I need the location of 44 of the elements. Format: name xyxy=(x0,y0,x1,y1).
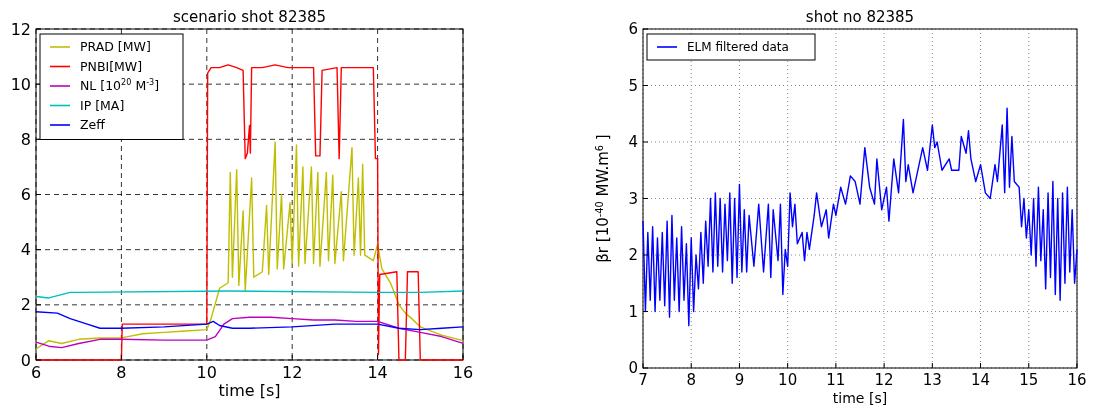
line-series xyxy=(35,311,464,331)
line-series xyxy=(35,290,464,299)
x-tick-label: 14 xyxy=(367,363,388,382)
y-tick-label: 12 xyxy=(10,19,31,39)
legend-label: NL [10$^{20}$ M$^{-3}$] xyxy=(80,77,160,94)
y-tick-label: 3 xyxy=(628,189,638,208)
y-tick-label: 10 xyxy=(10,74,31,94)
legend-label: IP [MA] xyxy=(80,97,125,113)
line-series xyxy=(35,141,464,350)
legend-label: ELM filtered data xyxy=(687,40,789,55)
x-tick-label: 8 xyxy=(116,363,127,382)
y-tick-label: 0 xyxy=(628,359,638,378)
x-tick-label: 7 xyxy=(638,371,648,389)
x-tick-label: 16 xyxy=(1067,371,1087,389)
y-tick-label: 5 xyxy=(628,76,638,95)
x-tick-label: 15 xyxy=(1019,371,1039,389)
y-tick-label: 1 xyxy=(628,302,638,321)
x-tick-label: 8 xyxy=(686,371,696,389)
legend-label: Zeff xyxy=(80,117,106,133)
y-tick-label: 2 xyxy=(20,295,31,315)
y-tick-label: 0 xyxy=(20,350,31,370)
x-tick-label: 12 xyxy=(874,371,894,389)
x-tick-label: 10 xyxy=(778,371,798,389)
x-tick-label: 14 xyxy=(971,371,991,389)
chart-title: scenario shot 82385 xyxy=(172,8,327,26)
legend-label: PRAD [MW] xyxy=(80,39,151,55)
chart-title: shot no 82385 xyxy=(805,8,915,26)
y-tick-label: 8 xyxy=(20,129,31,149)
x-tick-label: 12 xyxy=(282,363,303,382)
x-tick-label: 13 xyxy=(922,371,942,389)
line-series xyxy=(642,107,1078,327)
legend-label: PNBI[MW] xyxy=(80,58,143,74)
x-axis-title: time [s] xyxy=(218,381,281,400)
y-tick-label: 2 xyxy=(628,246,638,265)
y-tick-label: 4 xyxy=(20,240,31,260)
line-series xyxy=(35,316,464,349)
y-tick-label: 6 xyxy=(20,185,31,205)
y-tick-label: 6 xyxy=(628,20,638,39)
x-tick-label: 11 xyxy=(826,371,846,389)
x-tick-label: 9 xyxy=(734,371,745,389)
x-tick-label: 16 xyxy=(452,363,474,382)
x-tick-label: 10 xyxy=(196,363,217,382)
x-axis-title: time [s] xyxy=(832,390,888,406)
y-tick-label: 4 xyxy=(628,133,638,152)
